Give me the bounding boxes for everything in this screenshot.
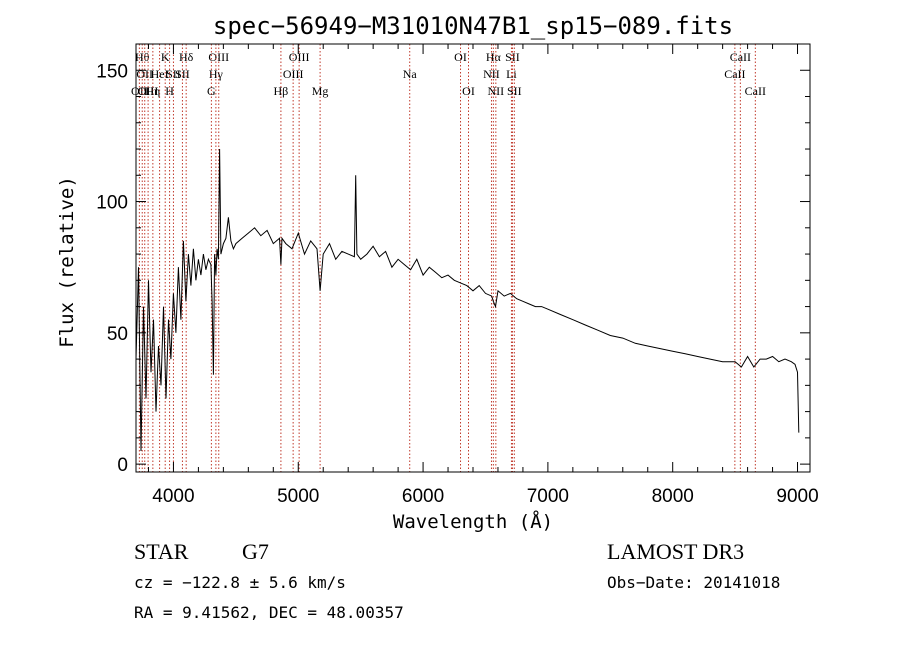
line-label-16: Hβ — [274, 84, 289, 98]
plot-frame — [135, 43, 811, 473]
y-axis-label: Flux (relative) — [56, 176, 78, 348]
y-tick-label: 50 — [107, 324, 128, 345]
x-tick-label: 7000 — [527, 486, 569, 507]
line-label-12: Hγ — [209, 67, 224, 81]
spectral-subclass: G7 — [242, 539, 269, 564]
object-type: STAR — [134, 539, 189, 564]
y-tick-label: 150 — [96, 61, 128, 82]
line-label-6: K — [161, 50, 170, 64]
chart-title: spec−56949−M31010N47B1_sp15−089.fits — [213, 12, 733, 40]
spectral-line-markers: OIIHθOIIOIIIHηHeIKSIIHHδSIIOIIIHγGOIIIOI… — [131, 44, 766, 472]
redshift-cz: cz = −122.8 ± 5.6 km/s — [134, 573, 346, 592]
line-label-23: NII — [483, 67, 500, 81]
line-label-19: OI — [454, 50, 467, 64]
line-label-22: SII — [505, 50, 520, 64]
x-tick-label: 8000 — [652, 486, 694, 507]
axis-ticks: 4000 5000 6000 7000 8000 9000 0 50 100 150 — [96, 43, 819, 507]
line-label-24: Li — [506, 67, 517, 81]
x-axis-label: Wavelength (Å) — [393, 510, 553, 533]
line-label-10: SII — [175, 67, 190, 81]
line-label-26: SII — [507, 84, 522, 98]
line-label-0: OII — [131, 84, 148, 98]
line-label-13: G — [207, 84, 216, 98]
x-tick-label: 6000 — [402, 486, 444, 507]
coordinates: RA = 9.41562, DEC = 48.00357 — [134, 603, 404, 622]
spectrum-line — [135, 148, 800, 452]
line-label-25: NII — [488, 84, 505, 98]
line-label-20: OI — [462, 84, 475, 98]
line-label-15: OIII — [283, 67, 304, 81]
line-label-7: SII — [166, 67, 181, 81]
observation-date: Obs−Date: 20141018 — [607, 573, 781, 592]
line-label-29: CaII — [745, 84, 766, 98]
line-label-14: OIII — [289, 50, 310, 64]
line-label-18: Na — [403, 67, 418, 81]
line-label-27: CaII — [730, 50, 751, 64]
line-label-8: H — [165, 84, 174, 98]
line-label-1: Hθ — [135, 50, 150, 64]
x-tick-label: 4000 — [152, 486, 194, 507]
line-label-9: Hδ — [179, 50, 194, 64]
y-tick-label: 0 — [117, 455, 128, 476]
y-tick-label: 100 — [96, 193, 128, 214]
line-label-21: Hα — [486, 50, 502, 64]
x-tick-label: 5000 — [277, 486, 319, 507]
line-label-28: CaII — [724, 67, 745, 81]
survey-name: LAMOST DR3 — [607, 539, 745, 564]
line-label-5: HeI — [151, 67, 169, 81]
x-tick-label: 9000 — [776, 486, 818, 507]
line-label-17: Mg — [312, 84, 329, 98]
line-label-11: OIII — [208, 50, 229, 64]
line-label-4: Hη — [145, 84, 160, 98]
